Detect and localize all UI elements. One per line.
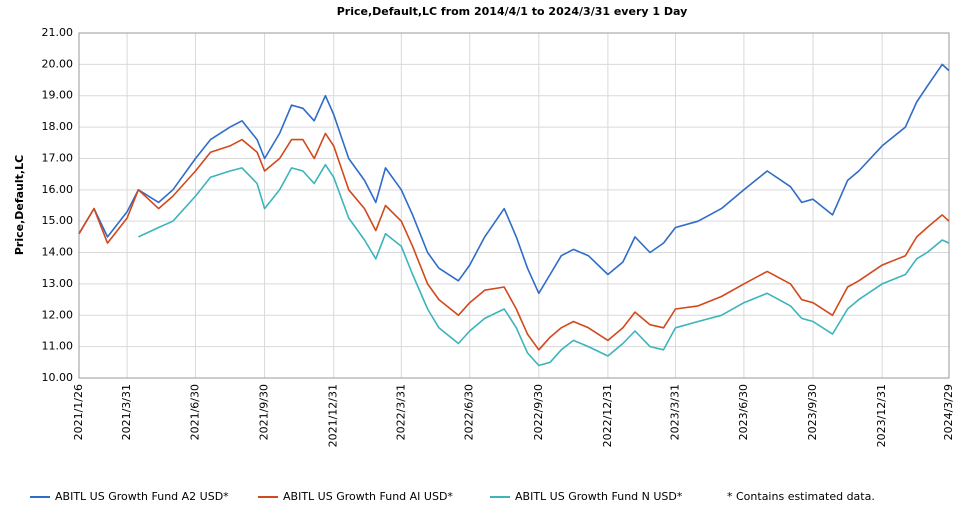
x-tick-label: 2021/12/31 [327, 384, 340, 447]
x-tick-label: 2021/3/31 [120, 384, 133, 440]
x-tick-label: 2022/3/31 [394, 384, 407, 440]
x-tick-label: 2023/6/30 [737, 384, 750, 440]
x-tick-label: 2023/12/31 [875, 384, 888, 447]
y-tick-label: 13.00 [42, 277, 74, 290]
x-tick-label: 2024/3/29 [942, 384, 955, 440]
y-tick-label: 18.00 [42, 120, 74, 133]
y-tick-label: 21.00 [42, 26, 74, 39]
x-tick-label: 2021/1/26 [72, 384, 85, 440]
y-tick-label: 14.00 [42, 246, 74, 259]
y-tick-label: 16.00 [42, 183, 74, 196]
legend-note: * Contains estimated data. [727, 490, 875, 503]
x-tick-label: 2023/9/30 [806, 384, 819, 440]
x-tick-label: 2021/6/30 [188, 384, 201, 440]
y-tick-label: 10.00 [42, 371, 74, 384]
plot-frame [78, 32, 950, 379]
x-tick-label: 2022/6/30 [463, 384, 476, 440]
x-tick-label: 2022/9/30 [532, 384, 545, 440]
y-tick-label: 17.00 [42, 151, 74, 164]
y-tick-label: 15.00 [42, 214, 74, 227]
legend-label: ABITL US Growth Fund N USD* [515, 490, 683, 503]
y-axis-label: Price,Default,LC [13, 155, 26, 255]
x-tick-label: 2022/12/31 [601, 384, 614, 447]
legend-label: ABITL US Growth Fund A2 USD* [55, 490, 229, 503]
y-tick-label: 20.00 [42, 57, 74, 70]
legend-label: ABITL US Growth Fund AI USD* [283, 490, 453, 503]
y-tick-label: 11.00 [42, 340, 74, 353]
series-line [78, 132, 950, 351]
x-tick-label: 2023/3/31 [669, 384, 682, 440]
chart-title: Price,Default,LC from 2014/4/1 to 2024/3… [337, 5, 688, 18]
y-tick-label: 19.00 [42, 89, 74, 102]
x-tick-label: 2021/9/30 [258, 384, 271, 440]
series-line [78, 63, 950, 295]
y-tick-label: 12.00 [42, 308, 74, 321]
series-line [138, 163, 950, 367]
